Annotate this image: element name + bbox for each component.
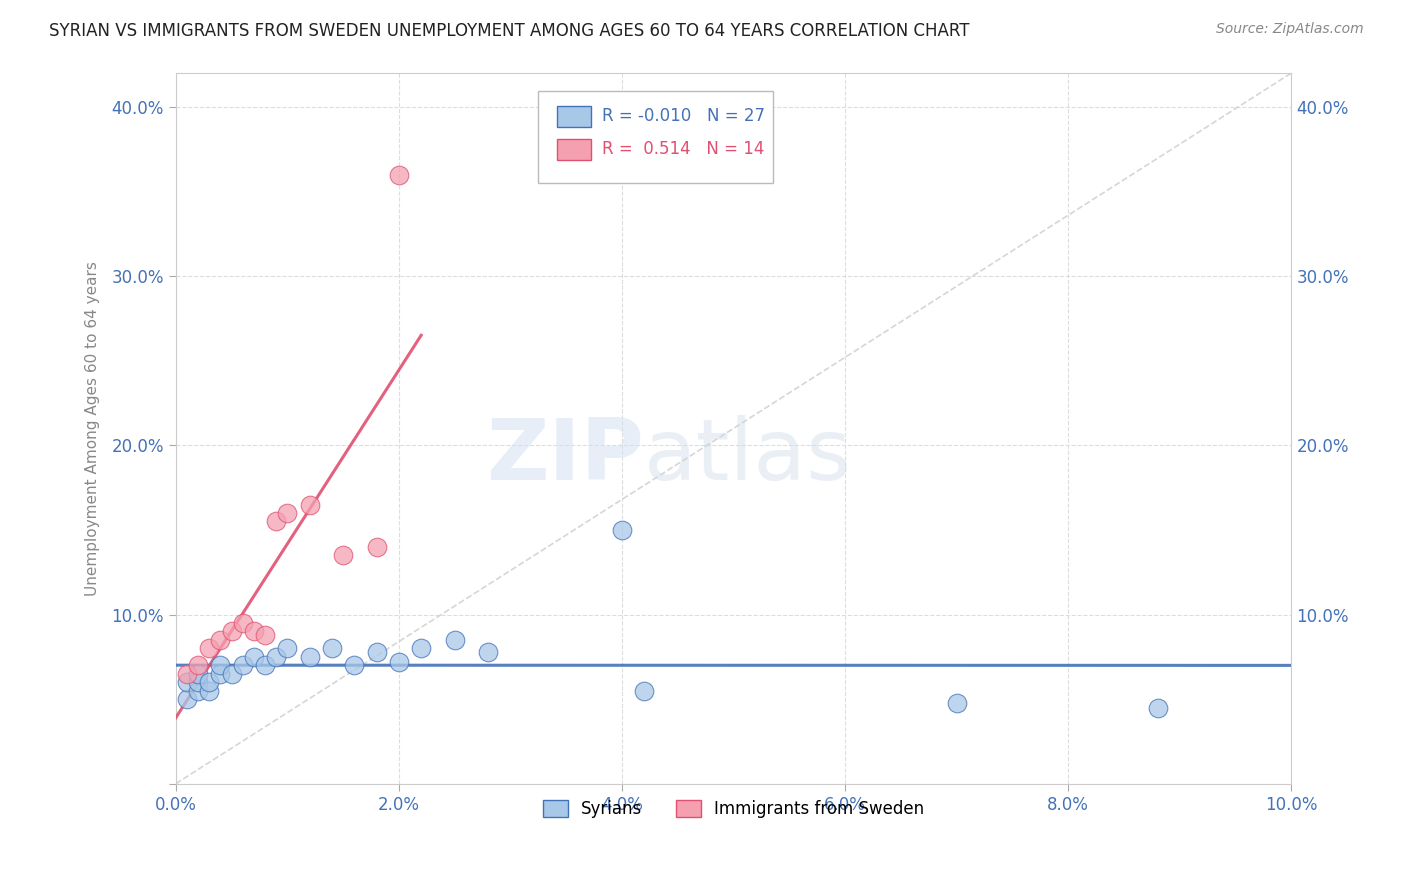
Point	[1146, 700, 1168, 714]
Point	[411, 641, 433, 656]
FancyBboxPatch shape	[557, 105, 591, 127]
Point	[221, 666, 243, 681]
Point	[209, 658, 232, 673]
Point	[187, 666, 209, 681]
Point	[221, 624, 243, 639]
Point	[477, 645, 499, 659]
Point	[187, 658, 209, 673]
Point	[198, 675, 221, 690]
Point	[187, 683, 209, 698]
Text: ZIP: ZIP	[486, 416, 644, 499]
Point	[343, 658, 366, 673]
Text: SYRIAN VS IMMIGRANTS FROM SWEDEN UNEMPLOYMENT AMONG AGES 60 TO 64 YEARS CORRELAT: SYRIAN VS IMMIGRANTS FROM SWEDEN UNEMPLO…	[49, 22, 970, 40]
Point	[610, 523, 633, 537]
Text: R =  0.514   N = 14: R = 0.514 N = 14	[602, 140, 765, 158]
Point	[332, 549, 354, 563]
Y-axis label: Unemployment Among Ages 60 to 64 years: Unemployment Among Ages 60 to 64 years	[86, 261, 100, 596]
Text: atlas: atlas	[644, 416, 852, 499]
Point	[443, 632, 465, 647]
Point	[366, 540, 388, 554]
Text: R = -0.010   N = 27: R = -0.010 N = 27	[602, 107, 765, 125]
FancyBboxPatch shape	[557, 139, 591, 161]
Point	[298, 649, 321, 664]
Legend: Syrians, Immigrants from Sweden: Syrians, Immigrants from Sweden	[536, 794, 931, 825]
Point	[298, 498, 321, 512]
Point	[232, 658, 254, 673]
Point	[321, 641, 343, 656]
Point	[253, 628, 276, 642]
Point	[187, 675, 209, 690]
Point	[388, 168, 411, 182]
Point	[198, 641, 221, 656]
Point	[243, 649, 266, 664]
Point	[176, 675, 198, 690]
Point	[388, 655, 411, 669]
Text: Source: ZipAtlas.com: Source: ZipAtlas.com	[1216, 22, 1364, 37]
Point	[264, 515, 287, 529]
Point	[264, 649, 287, 664]
Point	[253, 658, 276, 673]
Point	[243, 624, 266, 639]
Point	[198, 683, 221, 698]
Point	[945, 696, 967, 710]
FancyBboxPatch shape	[538, 91, 773, 183]
Point	[633, 683, 655, 698]
Point	[176, 692, 198, 706]
Point	[366, 645, 388, 659]
Point	[232, 615, 254, 630]
Point	[209, 632, 232, 647]
Point	[276, 506, 298, 520]
Point	[176, 666, 198, 681]
Point	[209, 666, 232, 681]
Point	[276, 641, 298, 656]
